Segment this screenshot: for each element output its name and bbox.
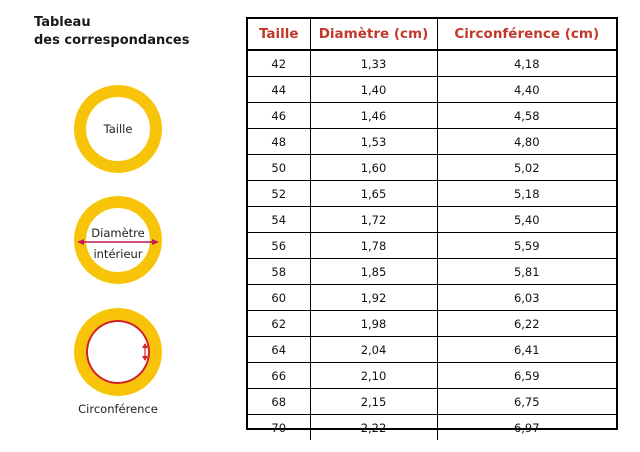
cell-taille: 54 <box>248 206 311 233</box>
cell-taille: 52 <box>248 180 311 207</box>
cell-circonference: 6,59 <box>437 362 616 389</box>
table-header-row: Taille Diamètre (cm) Circonférence (cm) <box>248 19 616 51</box>
header-circonference: Circonférence (cm) <box>437 19 616 51</box>
cell-taille: 68 <box>248 388 311 415</box>
table-row: 64 2,04 6,41 <box>248 336 616 363</box>
ring-taille-icon <box>74 85 162 173</box>
title-line-2: des correspondances <box>34 33 190 48</box>
cell-diametre: 1,98 <box>310 310 438 337</box>
table-row: 58 1,85 5,81 <box>248 258 616 285</box>
table-row: 70 2,22 6,97 <box>248 414 616 440</box>
table-row: 42 1,33 4,18 <box>248 50 616 77</box>
page-title: Tableau des correspondances <box>34 14 234 50</box>
cell-diametre: 1,33 <box>310 50 438 77</box>
ring-taille-label: Taille <box>103 122 133 136</box>
table-row: 52 1,65 5,18 <box>248 180 616 207</box>
ring-circonference-label: Circonférence <box>78 402 158 416</box>
cell-circonference: 6,97 <box>513 420 540 435</box>
cell-circonference: 6,22 <box>437 310 616 337</box>
table-row: 68 2,15 6,75 <box>248 388 616 415</box>
ring-diametre-icon <box>74 196 162 284</box>
cell-diametre: 1,92 <box>310 284 438 311</box>
table-row: 66 2,10 6,59 <box>248 362 616 389</box>
cell-circonference: 5,59 <box>437 232 616 259</box>
table-row: 50 1,60 5,02 <box>248 154 616 181</box>
ring-diametre-label-line2: intérieur <box>93 247 143 261</box>
cell-diametre: 1,46 <box>310 102 438 129</box>
cell-diametre: 1,40 <box>310 76 438 103</box>
table-row: 48 1,53 4,80 <box>248 128 616 155</box>
cell-diametre: 1,78 <box>310 232 438 259</box>
cell-diametre: 2,15 <box>310 388 438 415</box>
cell-diametre: 1,72 <box>310 206 438 233</box>
cell-diametre: 2,10 <box>310 362 438 389</box>
cell-diametre: 1,60 <box>310 154 438 181</box>
table-row: 44 1,40 4,40 <box>248 76 616 103</box>
table-row: 56 1,78 5,59 <box>248 232 616 259</box>
ring-diametre-label-line1: Diamètre <box>91 226 145 240</box>
cell-circonference: 4,80 <box>437 128 616 155</box>
cell-circonference: 5,02 <box>437 154 616 181</box>
cell-circonference: 5,81 <box>437 258 616 285</box>
cell-diametre: 2,22 <box>310 414 438 440</box>
table-row: 46 1,46 4,58 <box>248 102 616 129</box>
ring-circonference-icon <box>74 308 162 396</box>
table-row: 60 1,92 6,03 <box>248 284 616 311</box>
cell-circonference: 6,75 <box>437 388 616 415</box>
cell-diametre: 2,04 <box>310 336 438 363</box>
cell-taille: 48 <box>248 128 311 155</box>
cell-taille: 56 <box>248 232 311 259</box>
header-taille: Taille <box>248 19 311 51</box>
correspondence-table: Taille Diamètre (cm) Circonférence (cm) … <box>246 17 618 440</box>
cell-circonference: 4,58 <box>437 102 616 129</box>
cell-circonference: 5,40 <box>437 206 616 233</box>
cell-diametre: 1,65 <box>310 180 438 207</box>
table-row: 62 1,98 6,22 <box>248 310 616 337</box>
cell-circonference: 6,03 <box>437 284 616 311</box>
header-diametre: Diamètre (cm) <box>310 19 438 51</box>
cell-taille: 62 <box>248 310 311 337</box>
cell-taille: 50 <box>248 154 311 181</box>
cell-taille: 42 <box>248 50 311 77</box>
cell-taille: 46 <box>248 102 311 129</box>
cell-taille: 64 <box>248 336 311 363</box>
cell-diametre: 1,85 <box>310 258 438 285</box>
cell-diametre: 1,53 <box>310 128 438 155</box>
cell-circonference: 5,18 <box>437 180 616 207</box>
title-line-1: Tableau <box>34 15 91 30</box>
cell-circonference: 4,18 <box>437 50 616 77</box>
cell-circonference: 4,40 <box>437 76 616 103</box>
cell-taille: 70 <box>248 414 311 440</box>
cell-taille: 58 <box>248 258 311 285</box>
cell-taille: 44 <box>248 76 311 103</box>
cell-circonference: 6,41 <box>437 336 616 363</box>
cell-taille: 60 <box>248 284 311 311</box>
table-row: 54 1,72 5,40 <box>248 206 616 233</box>
cell-taille: 66 <box>248 362 311 389</box>
